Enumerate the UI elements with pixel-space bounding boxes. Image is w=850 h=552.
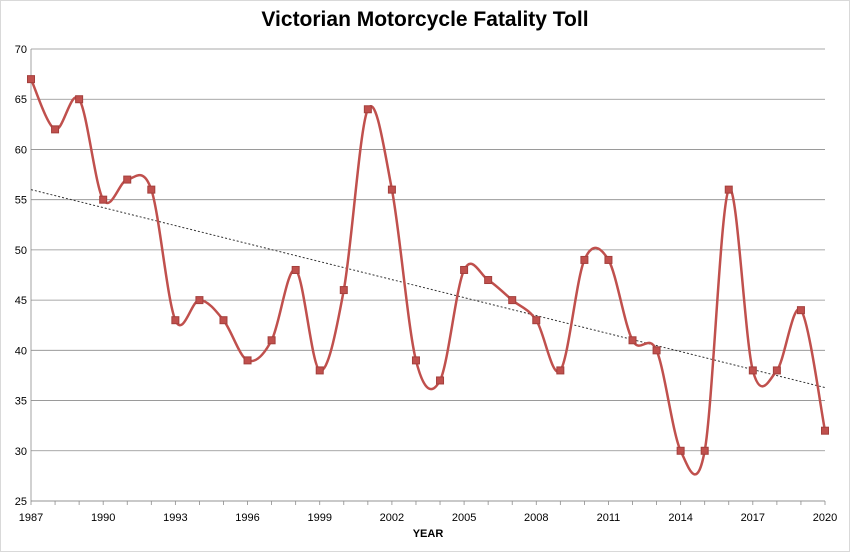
data-point [652, 346, 661, 355]
y-tick-label: 55 [15, 195, 27, 207]
y-tick-label: 65 [15, 94, 27, 106]
y-tick-label: 60 [15, 144, 27, 156]
data-point [796, 306, 805, 315]
x-tick-label: 2014 [668, 512, 692, 524]
data-point [724, 185, 733, 194]
x-tick-label: 1993 [163, 512, 187, 524]
data-point [123, 175, 132, 184]
data-point [195, 296, 204, 305]
data-point [267, 336, 276, 345]
x-tick-label: 2017 [741, 512, 765, 524]
data-point [628, 336, 637, 345]
data-point [700, 446, 709, 455]
x-tick-label: 1990 [91, 512, 115, 524]
y-tick-label: 50 [15, 245, 27, 257]
data-point [508, 296, 517, 305]
data-point [772, 366, 781, 375]
chart-title: Victorian Motorcycle Fatality Toll [261, 8, 589, 31]
x-tick-label: 1996 [235, 512, 259, 524]
gridlines [30, 48, 825, 502]
data-point [748, 366, 757, 375]
data-point [604, 255, 613, 264]
y-tick-label: 45 [15, 295, 27, 307]
y-tick-label: 30 [15, 446, 27, 458]
x-tick-label: 2002 [380, 512, 404, 524]
series-path [29, 78, 827, 476]
data-point [821, 426, 829, 435]
trendline [30, 189, 826, 389]
x-axis-label: YEAR [413, 528, 444, 540]
data-point [411, 356, 420, 365]
data-point [580, 255, 589, 264]
data-point [363, 105, 372, 114]
data-point [556, 366, 565, 375]
x-tick-label: 1987 [19, 512, 43, 524]
x-axis-ticks: 1987 1990 1993 1996 1999 2002 2005 2008 2011 2014… [19, 501, 837, 524]
x-tick-label: 2011 [597, 512, 621, 524]
data-point [436, 376, 445, 385]
x-tick-label: 2005 [452, 512, 476, 524]
data-point [219, 316, 228, 325]
data-point [315, 366, 324, 375]
data-point [676, 446, 685, 455]
y-axis-ticks: 25 30 35 40 45 50 55 60 65 70 [15, 44, 27, 508]
y-tick-label: 70 [15, 44, 27, 56]
data-point [75, 95, 84, 104]
data-point [460, 265, 469, 274]
y-tick-label: 40 [15, 345, 27, 357]
data-point [147, 185, 156, 194]
data-point [99, 195, 108, 204]
series-line [29, 78, 827, 476]
x-tick-label: 2008 [524, 512, 548, 524]
y-tick-label: 35 [15, 396, 27, 408]
x-tick-label: 1999 [307, 512, 331, 524]
data-point [532, 316, 541, 325]
data-point [387, 185, 396, 194]
data-point [51, 125, 60, 134]
data-point [339, 286, 348, 295]
data-point [27, 75, 35, 84]
data-point [291, 265, 300, 274]
data-point [171, 316, 180, 325]
x-tick-label: 2020 [813, 512, 837, 524]
data-point [484, 276, 493, 285]
data-point [243, 356, 252, 365]
trendline-path [30, 189, 826, 389]
y-tick-label: 25 [15, 496, 27, 508]
data-markers [27, 75, 829, 455]
